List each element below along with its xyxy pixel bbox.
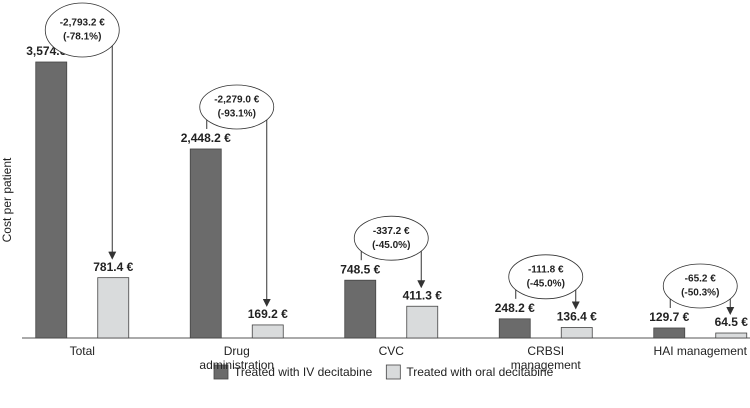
value-label: 136.4 € xyxy=(557,310,597,324)
value-label: 2,448.2 € xyxy=(181,131,231,145)
value-label: 411.3 € xyxy=(403,288,443,302)
value-label: 64.5 € xyxy=(715,315,749,329)
value-label: 781.4 € xyxy=(93,260,133,274)
annotation-percent: (-93.1%) xyxy=(218,109,256,120)
annotation-percent: (-78.1%) xyxy=(63,32,101,43)
annotation-ellipse xyxy=(353,215,429,261)
bar xyxy=(715,332,748,339)
annotation-amount: -337.2 € xyxy=(373,226,410,237)
value-label: 129.7 € xyxy=(649,310,689,324)
annotation-amount: -2,793.2 € xyxy=(60,18,105,29)
bar xyxy=(189,148,222,339)
annotation-amount: -65.2 € xyxy=(685,274,717,285)
bar xyxy=(344,279,377,339)
annotation-amount: -2,279.0 € xyxy=(214,95,259,106)
annotation-percent: (-45.0%) xyxy=(527,278,565,289)
annotation-ellipse xyxy=(44,2,120,58)
bar xyxy=(35,61,68,339)
bar xyxy=(406,305,439,339)
x-tick-label: HAI management xyxy=(653,344,747,358)
annotation-ellipse xyxy=(662,263,738,309)
legend-swatch xyxy=(213,364,229,380)
value-label: 169.2 € xyxy=(248,307,288,321)
bar xyxy=(560,327,593,339)
legend-swatch xyxy=(385,364,401,380)
legend-label: Treated with IV decitabine xyxy=(234,365,373,379)
annotation-ellipse xyxy=(508,254,584,300)
annotation-percent: (-45.0%) xyxy=(372,240,410,251)
annotation-percent: (-50.3%) xyxy=(681,288,719,299)
x-tick-label: CRBSI management xyxy=(510,344,581,372)
bar xyxy=(498,318,531,339)
legend-label: Treated with oral decitabine xyxy=(406,365,553,379)
y-axis-label: Cost per patient xyxy=(0,157,14,242)
bar xyxy=(653,327,686,339)
bar xyxy=(251,324,284,339)
value-label: 748.5 € xyxy=(340,262,380,276)
value-label: 248.2 € xyxy=(495,301,535,315)
bar xyxy=(97,277,130,339)
x-tick-label: Drug administration xyxy=(199,344,275,372)
annotation-amount: -111.8 € xyxy=(528,264,564,275)
x-tick-label: CVC xyxy=(378,344,404,358)
x-tick-label: Total xyxy=(69,344,95,358)
annotation-ellipse xyxy=(199,84,275,130)
